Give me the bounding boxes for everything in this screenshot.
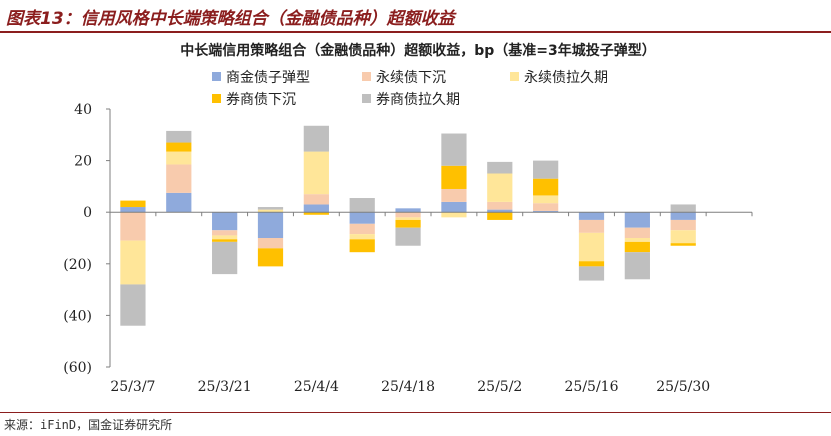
y-tick-label: 40	[74, 102, 92, 118]
bar-segment-5	[120, 284, 146, 326]
bar-segment-1	[120, 207, 146, 213]
bar-segment-1	[670, 212, 696, 220]
bar-segment-4	[441, 165, 467, 189]
bar-segment-5	[212, 241, 238, 275]
bar-segment-3	[120, 240, 146, 285]
x-tick-label: 25/5/30	[656, 379, 710, 395]
bar-segment-4	[533, 178, 559, 196]
stacked-bar-chart: 中长端信用策略组合（金融债品种）超额收益，bp（基准=3年城投子弹型） 商金债子…	[63, 42, 753, 395]
bar-segment-5	[441, 133, 467, 166]
bar-segment-2	[487, 201, 513, 210]
bar-segment-2	[303, 194, 329, 205]
figure-title: 图表13：信用风格中长端策略组合（金融债品种）超额收益	[6, 9, 455, 29]
x-tick-label: 25/4/18	[381, 379, 435, 395]
bar-segment-2	[578, 219, 605, 233]
bar-segment-4	[166, 142, 192, 152]
bar-segment-5	[533, 160, 559, 179]
bar-segment-3	[670, 230, 696, 244]
bar-segment-1	[303, 204, 329, 213]
bar-segment-3	[441, 212, 467, 218]
bar-segment-5	[395, 227, 421, 246]
y-tick-label: (40)	[63, 308, 92, 324]
bar-segment-4	[349, 239, 375, 253]
bar-segment-4	[487, 212, 513, 220]
bar-segment-4	[670, 243, 696, 246]
bar-segment-1	[395, 208, 421, 213]
x-tick-label: 25/5/2	[477, 379, 522, 395]
legend-label-4: 券商债下沉	[226, 92, 296, 108]
bar-segment-1	[487, 209, 513, 213]
bar-segment-4	[578, 261, 605, 267]
bar-segment-3	[533, 195, 559, 204]
bar-segment-4	[120, 200, 146, 208]
bar-segment-5	[670, 204, 696, 213]
bar-segment-5	[349, 198, 375, 213]
bar-segment-3	[578, 232, 605, 262]
x-tick-label: 25/3/7	[110, 379, 155, 395]
bar-segment-2	[257, 238, 284, 249]
bar-segment-1	[578, 212, 605, 220]
legend-swatch-2	[362, 72, 371, 81]
bar-segment-3	[349, 234, 375, 240]
bar-segment-3	[624, 238, 650, 242]
bar-segment-4	[257, 248, 284, 267]
bar-segment-2	[349, 223, 375, 235]
legend-swatch-3	[510, 72, 519, 81]
y-axis: 40 20 0 (20) (40) (60)	[63, 102, 111, 376]
x-axis: 25/3/7 25/3/21 25/4/4 25/4/18 25/5/2 25/5/16 2…	[109, 211, 753, 395]
bar-segment-5	[487, 161, 513, 174]
chart-title: 中长端信用策略组合（金融债品种）超额收益，bp（基准=3年城投子弹型）	[180, 42, 656, 59]
y-tick-label: 0	[83, 205, 92, 221]
bar-segment-1	[624, 212, 650, 228]
bar-segment-3	[395, 217, 421, 220]
legend-swatch-1	[212, 72, 221, 81]
legend-label-3: 永续债拉久期	[524, 69, 608, 86]
legend-swatch-5	[362, 94, 371, 103]
bar-segment-2	[212, 230, 238, 236]
bar-segment-4	[212, 239, 238, 242]
bar-series	[120, 125, 696, 326]
bar-segment-4	[395, 219, 421, 228]
source-note: 来源：iFinD，国金证券研究所	[4, 418, 173, 432]
y-tick-label: 20	[74, 154, 92, 170]
title-divider	[0, 31, 831, 33]
x-tick-label: 25/3/21	[198, 379, 252, 395]
bar-segment-2	[670, 219, 696, 231]
bar-segment-1	[349, 212, 375, 224]
bar-segment-2	[166, 164, 192, 193]
bar-segment-3	[257, 209, 284, 213]
bar-segment-2	[624, 227, 650, 238]
bar-segment-5	[303, 125, 329, 152]
bar-segment-4	[303, 212, 329, 215]
bar-segment-1	[257, 212, 284, 238]
legend-label-2: 永续债下沉	[376, 69, 446, 86]
y-tick-label: (20)	[63, 257, 92, 273]
bar-segment-2	[533, 203, 559, 211]
bar-segment-5	[578, 266, 605, 281]
bar-segment-3	[166, 151, 192, 165]
legend-swatch-4	[212, 94, 221, 103]
bar-segment-4	[624, 241, 650, 253]
bar-segment-1	[212, 212, 238, 231]
y-tick-label: (60)	[63, 360, 92, 376]
x-tick-label: 25/5/16	[565, 379, 619, 395]
bar-segment-3	[303, 151, 329, 195]
footer-divider	[0, 412, 831, 413]
x-tick-label: 25/4/4	[294, 379, 339, 395]
bar-segment-5	[257, 207, 284, 210]
legend-label-1: 商金债子弹型	[226, 70, 310, 86]
bar-segment-2	[441, 188, 467, 202]
bar-segment-5	[166, 130, 192, 143]
bar-segment-1	[533, 210, 559, 213]
bar-segment-2	[395, 212, 421, 218]
legend-label-5: 券商债拉久期	[376, 92, 460, 108]
bar-segment-1	[441, 201, 467, 213]
bar-segment-5	[624, 252, 650, 280]
bar-segment-1	[166, 192, 192, 213]
bar-segment-3	[487, 173, 513, 202]
bar-segment-2	[120, 212, 146, 241]
bar-segment-3	[212, 235, 238, 240]
